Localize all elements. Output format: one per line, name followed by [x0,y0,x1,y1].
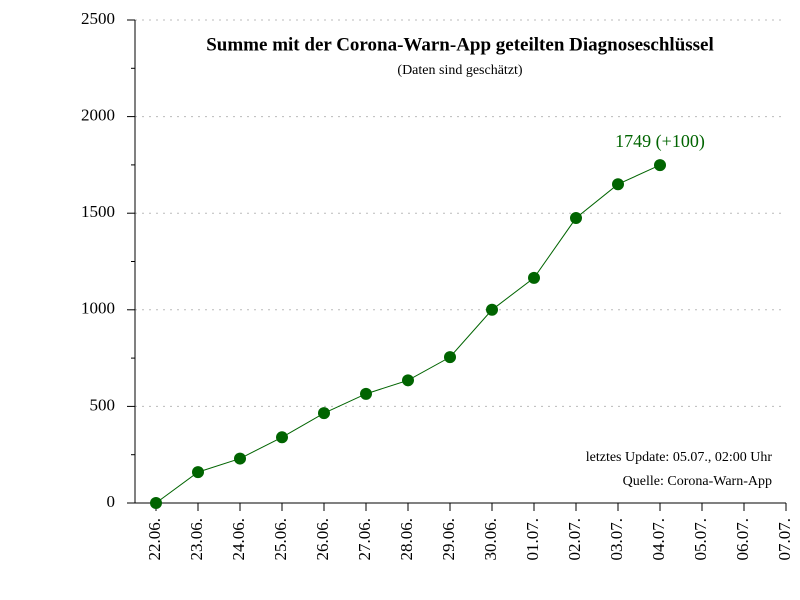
data-point [612,178,624,191]
chart-subtitle: (Daten sind geschätzt) [397,63,523,78]
data-point [234,452,246,465]
data-point [360,387,372,400]
x-tick-label: 27.06. [355,518,374,561]
series-line [155,164,661,504]
chart-title: Summe mit der Corona-Warn-App geteilten … [206,34,714,55]
x-tick-label: 05.07. [691,518,710,561]
data-point [654,159,666,172]
data-point [444,351,456,364]
x-tick-label: 02.07. [565,518,584,561]
data-point [402,374,414,387]
source-note: Quelle: Corona-Warn-App [623,474,772,489]
x-tick-label: 29.06. [439,518,458,561]
x-tick-label: 23.06. [187,518,206,561]
update-note: letztes Update: 05.07., 02:00 Uhr [586,450,773,465]
data-point [528,271,540,284]
last-value-label: 1749 (+100) [615,131,705,152]
data-point [150,497,162,509]
y-tick-label: 2000 [81,106,115,125]
data-point [570,212,582,225]
x-tick-label: 22.06. [145,518,164,561]
data-point [192,466,204,479]
x-tick-label: 04.07. [649,518,668,561]
y-tick-label: 0 [107,492,116,511]
x-tick-label: 07.07. [775,518,794,561]
x-tick-label: 25.06. [271,518,290,561]
x-tick-label: 06.07. [733,518,752,561]
x-tick-label: 26.06. [313,518,332,561]
x-tick-label: 01.07. [523,518,542,561]
data-point [318,407,330,420]
x-tick-label: 30.06. [481,518,500,561]
y-tick-label: 2500 [81,9,115,28]
y-tick-label: 1500 [81,202,115,221]
data-point [486,303,498,316]
x-tick-label: 24.06. [229,518,248,561]
x-tick-label: 28.06. [397,518,416,561]
y-tick-label: 1000 [81,299,115,318]
data-point [276,431,288,444]
y-tick-label: 500 [90,395,116,414]
x-tick-label: 03.07. [607,518,626,561]
